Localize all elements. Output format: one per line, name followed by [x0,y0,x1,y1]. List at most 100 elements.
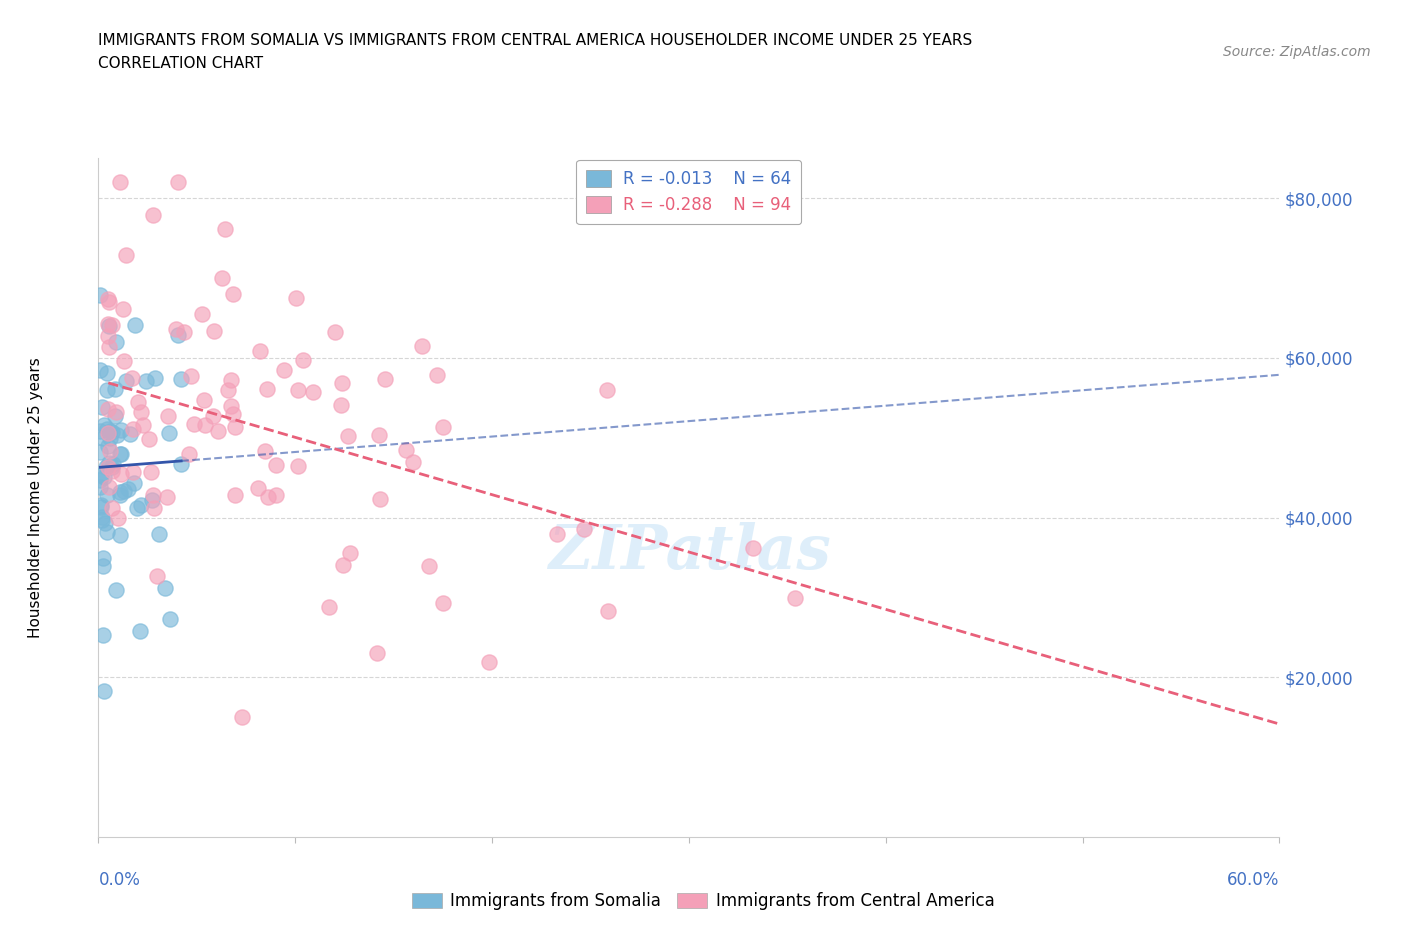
Point [127,500,149,515]
Point [253,443,276,458]
Point [111,301,134,316]
Point [432,595,454,610]
Point [432,419,454,434]
Point [141,493,163,508]
Point [91,551,114,565]
Point [595,383,617,398]
Point [153,580,176,595]
Point [247,481,270,496]
Point [112,484,135,498]
Point [219,399,242,414]
Point [224,488,246,503]
Point [89,424,111,439]
Point [91,512,114,527]
Point [104,582,127,597]
Point [110,446,132,461]
Point [129,498,152,512]
Point [101,425,124,440]
Point [401,455,423,470]
Point [546,526,568,541]
Point [112,354,135,369]
Point [108,446,131,461]
Point [219,372,242,387]
Point [224,419,246,434]
Point [264,487,287,502]
Point [221,406,243,421]
Point [207,423,229,438]
Point [332,558,354,573]
Point [98,339,121,354]
Point [222,286,245,301]
Point [193,392,215,407]
Point [103,409,125,424]
Point [124,317,146,332]
Point [367,427,389,442]
Point [742,540,765,555]
Point [98,431,121,445]
Point [101,460,124,475]
Point [91,431,114,445]
Point [91,510,114,525]
Point [173,325,195,339]
Point [96,421,118,436]
Point [89,363,111,378]
Point [94,515,117,530]
Legend: Immigrants from Somalia, Immigrants from Central America: Immigrants from Somalia, Immigrants from… [405,885,1001,917]
Point [94,460,117,475]
Point [91,628,114,643]
Point [574,522,596,537]
Point [214,222,236,237]
Point [105,428,128,443]
Point [97,456,120,471]
Point [159,612,181,627]
Point [104,381,127,396]
Point [108,488,131,503]
Point [127,394,149,409]
Text: ZIPatlas: ZIPatlas [547,522,831,582]
Point [287,382,309,397]
Text: Source: ZipAtlas.com: Source: ZipAtlas.com [1223,45,1371,59]
Point [170,457,193,472]
Point [138,432,160,446]
Point [139,464,162,479]
Point [366,645,388,660]
Point [93,418,115,432]
Point [96,382,118,397]
Point [194,418,217,432]
Point [318,600,340,615]
Point [107,511,129,525]
Point [129,405,152,419]
Point [264,458,287,472]
Point [93,684,115,698]
Point [323,325,346,339]
Point [395,443,418,458]
Text: IMMIGRANTS FROM SOMALIA VS IMMIGRANTS FROM CENTRAL AMERICA HOUSEHOLDER INCOME UN: IMMIGRANTS FROM SOMALIA VS IMMIGRANTS FR… [98,33,973,47]
Point [97,426,120,441]
Point [97,438,120,453]
Point [256,381,278,396]
Point [183,417,205,432]
Point [287,458,309,473]
Point [89,479,111,494]
Point [98,318,121,333]
Point [301,385,323,400]
Point [135,374,157,389]
Point [143,500,166,515]
Point [165,322,187,337]
Point [108,485,131,499]
Point [191,307,214,322]
Point [180,369,202,384]
Point [91,558,114,573]
Point [90,498,112,512]
Point [101,457,124,472]
Point [118,426,141,441]
Point [122,464,145,479]
Point [114,248,136,263]
Point [157,425,180,440]
Point [97,459,120,474]
Point [97,402,120,417]
Point [148,526,170,541]
Point [89,287,111,302]
Point [167,327,190,342]
Point [97,291,120,306]
